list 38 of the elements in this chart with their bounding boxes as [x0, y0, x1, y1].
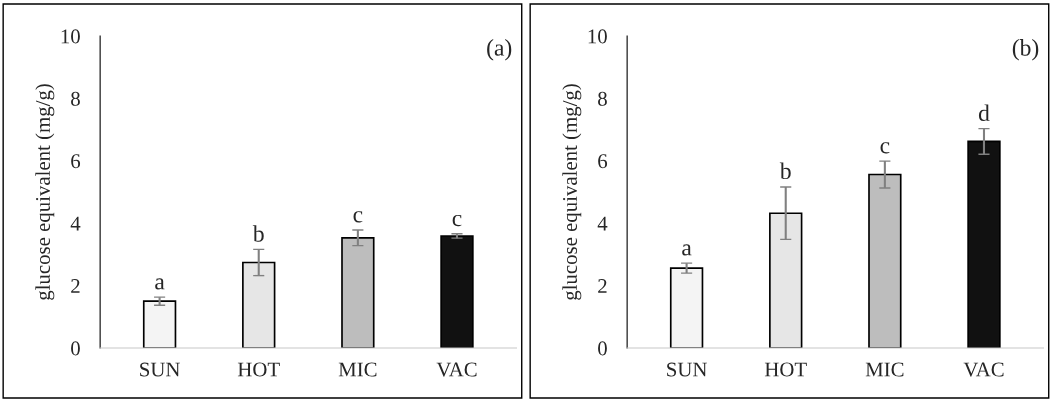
- x-tick-label: SUN: [667, 362, 707, 377]
- annotation: b: [252, 225, 264, 242]
- annotation: b: [779, 162, 791, 180]
- y-tick-label: 4: [70, 216, 81, 231]
- annotation: (a): [487, 39, 512, 61]
- annotation: (b): [1012, 39, 1039, 61]
- annotation: a: [155, 278, 165, 290]
- x-tick-label: SUN: [140, 362, 180, 377]
- x-tick-label: VAC: [436, 362, 477, 377]
- x-tick-label: VAC: [963, 362, 1004, 377]
- y-tick-label: 6: [598, 154, 608, 169]
- y-axis-title: glucose equivalent (mg/g): [35, 84, 55, 300]
- y-tick-label: 4: [597, 216, 608, 231]
- annotation: c: [452, 214, 462, 227]
- x-tick-label: MIC: [865, 362, 904, 377]
- y-tick-label: 10: [588, 29, 607, 44]
- bar: [669, 267, 704, 348]
- bar: [440, 235, 474, 348]
- annotation: a: [682, 244, 692, 256]
- x-tick-label: HOT: [237, 362, 280, 377]
- bar: [142, 300, 177, 348]
- annotation: c: [880, 142, 890, 154]
- annotation: c: [353, 211, 363, 223]
- y-tick-label: 2: [598, 279, 607, 293]
- y-axis-title: glucose equivalent (mg/g): [562, 84, 582, 300]
- y-tick-label: 8: [598, 91, 607, 106]
- x-tick-label: HOT: [764, 362, 807, 377]
- y-tick-label: 0: [598, 341, 607, 356]
- bar: [769, 212, 803, 348]
- y-tick-label: 2: [71, 279, 80, 293]
- bar: [967, 140, 1001, 348]
- bar: [242, 261, 276, 348]
- y-tick-label: 6: [71, 154, 81, 169]
- annotation: d: [978, 104, 990, 122]
- y-tick-label: 0: [71, 341, 80, 356]
- y-tick-label: 10: [61, 29, 80, 44]
- x-tick-label: MIC: [338, 362, 377, 377]
- y-tick-label: 8: [71, 91, 80, 106]
